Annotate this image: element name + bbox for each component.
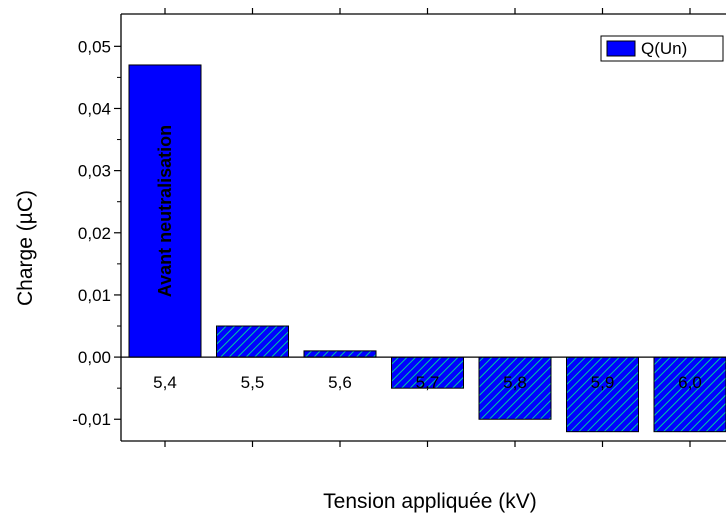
x-tick-label: 5,6 [328,373,352,392]
y-axis-title: Charge (µC) [14,190,37,306]
bar [391,356,464,389]
plot-area: 5,4 5,5 5,6 5,7 5,8 5,9 6,0 Avant neutralisatio… [72,8,726,447]
x-tick-label: 5,4 [153,373,177,392]
y-tick-label: 0,01 [78,286,111,305]
y-tick-label: 0,00 [78,348,111,367]
legend-swatch [606,40,636,57]
legend-label: Q(Un) [641,39,687,58]
x-tick-label: 5,8 [503,373,527,392]
bar [566,356,639,433]
y-tick-label: 0,02 [78,224,111,243]
x-tick-label: 5,7 [416,373,440,392]
bar [303,350,377,358]
x-tick-label: 5,9 [591,373,615,392]
bar-annotation: Avant neutralisation [155,125,175,297]
y-tick-label: -0,01 [72,410,111,429]
x-tick-label: 6,0 [678,373,702,392]
x-axis-title: Tension appliquée (kV) [323,490,537,513]
y-tick-label: 0,04 [78,99,111,118]
y-tick-label: 0,05 [78,37,111,56]
y-tick-label: 0,03 [78,162,111,181]
bar [653,356,726,433]
bar [128,64,202,358]
x-tick-label: 5,5 [241,373,265,392]
bar [216,325,289,358]
